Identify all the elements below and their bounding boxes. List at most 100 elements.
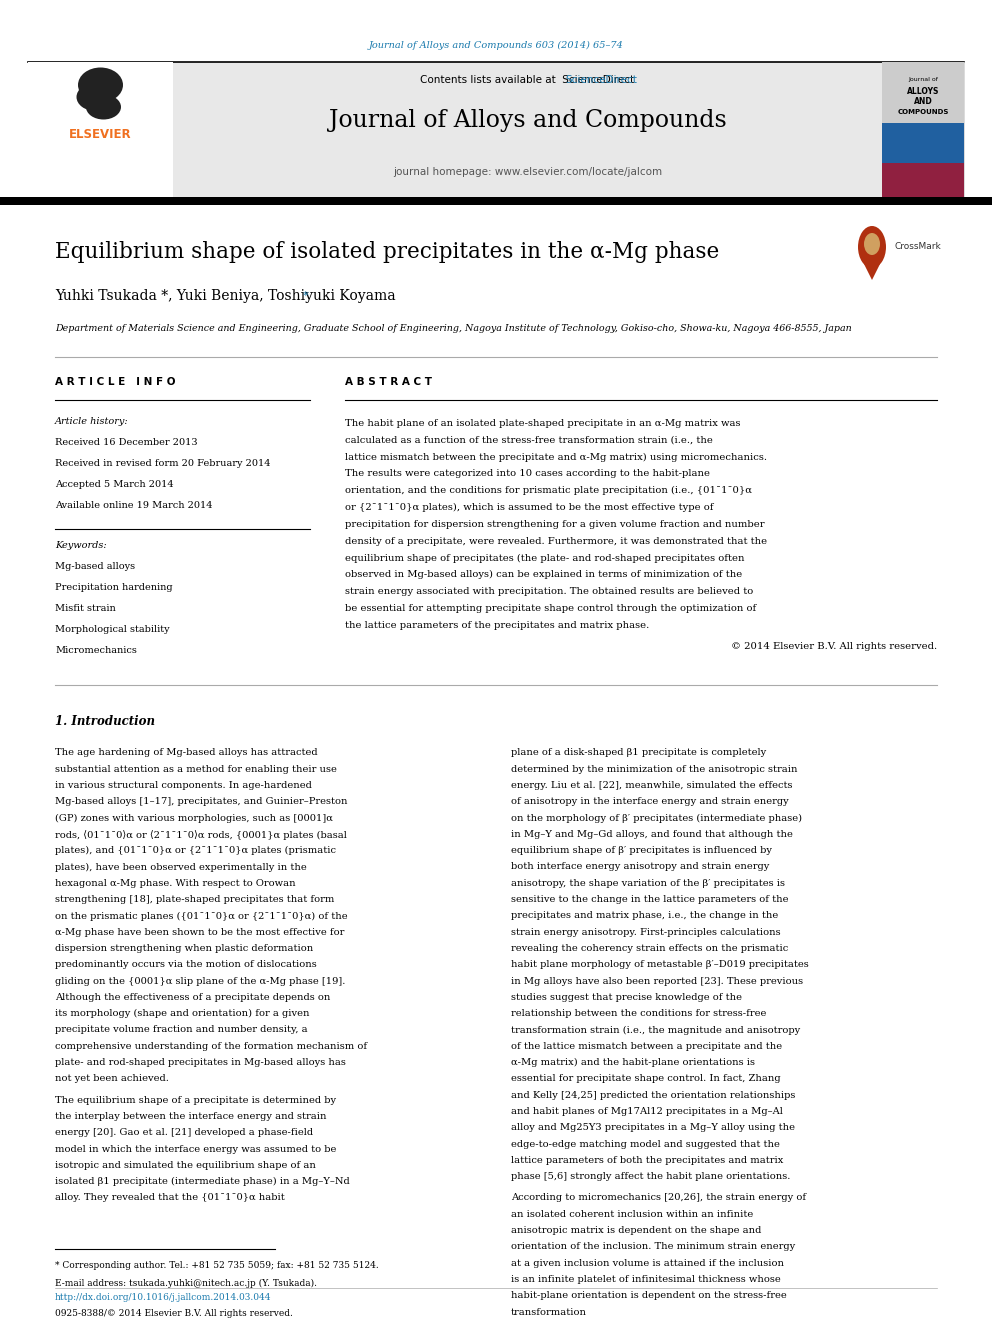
Polygon shape: [864, 265, 880, 280]
Text: of anisotropy in the interface energy and strain energy: of anisotropy in the interface energy an…: [511, 798, 789, 806]
Text: ScienceDirect: ScienceDirect: [565, 75, 638, 85]
Text: phase [5,6] strongly affect the habit plane orientations.: phase [5,6] strongly affect the habit pl…: [511, 1172, 791, 1181]
Text: determined by the minimization of the anisotropic strain: determined by the minimization of the an…: [511, 765, 798, 774]
Text: lattice mismatch between the precipitate and α-Mg matrix) using micromechanics.: lattice mismatch between the precipitate…: [345, 452, 767, 462]
Text: habit-plane orientation is dependent on the stress-free: habit-plane orientation is dependent on …: [511, 1291, 787, 1301]
Text: an isolated coherent inclusion within an infinite: an isolated coherent inclusion within an…: [511, 1209, 753, 1218]
Text: substantial attention as a method for enabling their use: substantial attention as a method for en…: [55, 765, 337, 774]
Text: on the prismatic planes ({01¯1¯0}α or {2¯1¯1¯0}α) of the: on the prismatic planes ({01¯1¯0}α or {2…: [55, 912, 347, 921]
Bar: [28, 62, 964, 197]
Text: predominantly occurs via the motion of dislocations: predominantly occurs via the motion of d…: [55, 960, 316, 970]
Text: dispersion strengthening when plastic deformation: dispersion strengthening when plastic de…: [55, 945, 313, 953]
Text: be essential for attempting precipitate shape control through the optimization o: be essential for attempting precipitate …: [345, 603, 756, 613]
Text: rods, ⟨01¯1¯0⟩α or ⟨2¯1¯1¯0⟩α rods, {0001}α plates (basal: rods, ⟨01¯1¯0⟩α or ⟨2¯1¯1¯0⟩α rods, {000…: [55, 830, 347, 840]
Text: model in which the interface energy was assumed to be: model in which the interface energy was …: [55, 1144, 336, 1154]
Text: *: *: [303, 291, 309, 302]
Ellipse shape: [86, 94, 121, 119]
Text: Micromechanics: Micromechanics: [55, 646, 137, 655]
Text: revealing the coherency strain effects on the prismatic: revealing the coherency strain effects o…: [511, 945, 789, 953]
Text: orientation, and the conditions for prismatic plate precipitation (i.e., {01¯1¯0: orientation, and the conditions for pris…: [345, 486, 752, 495]
Text: Precipitation hardening: Precipitation hardening: [55, 583, 173, 591]
Text: relationship between the conditions for stress-free: relationship between the conditions for …: [511, 1009, 767, 1019]
Text: A R T I C L E   I N F O: A R T I C L E I N F O: [55, 377, 176, 388]
Text: habit plane morphology of metastable β′–D019 precipitates: habit plane morphology of metastable β′–…: [511, 960, 808, 970]
Text: α-Mg phase have been shown to be the most effective for: α-Mg phase have been shown to be the mos…: [55, 927, 344, 937]
Text: or {2¯1¯1¯0}α plates), which is assumed to be the most effective type of: or {2¯1¯1¯0}α plates), which is assumed …: [345, 503, 713, 512]
Text: plates), have been observed experimentally in the: plates), have been observed experimental…: [55, 863, 307, 872]
Text: precipitate volume fraction and number density, a: precipitate volume fraction and number d…: [55, 1025, 308, 1035]
Text: Equilibrium shape of isolated precipitates in the α-Mg phase: Equilibrium shape of isolated precipitat…: [55, 241, 719, 263]
Text: equilibrium shape of β′ precipitates is influenced by: equilibrium shape of β′ precipitates is …: [511, 847, 772, 855]
Text: © 2014 Elsevier B.V. All rights reserved.: © 2014 Elsevier B.V. All rights reserved…: [731, 643, 937, 651]
Text: Contents lists available at  ScienceDirect: Contents lists available at ScienceDirec…: [421, 75, 635, 85]
Text: Article history:: Article history:: [55, 417, 129, 426]
Text: orientation of the inclusion. The minimum strain energy: orientation of the inclusion. The minimu…: [511, 1242, 796, 1252]
Text: the lattice parameters of the precipitates and matrix phase.: the lattice parameters of the precipitat…: [345, 620, 649, 630]
Bar: [0, 197, 992, 205]
Bar: [882, 62, 964, 123]
Text: Mg-based alloys [1–17], precipitates, and Guinier–Preston: Mg-based alloys [1–17], precipitates, an…: [55, 798, 347, 806]
Text: AND: AND: [914, 98, 932, 106]
Text: E-mail address: tsukada.yuhki@nitech.ac.jp (Y. Tsukada).: E-mail address: tsukada.yuhki@nitech.ac.…: [55, 1279, 317, 1289]
Text: isotropic and simulated the equilibrium shape of an: isotropic and simulated the equilibrium …: [55, 1160, 315, 1170]
Text: precipitation for dispersion strengthening for a given volume fraction and numbe: precipitation for dispersion strengtheni…: [345, 520, 765, 529]
Text: and habit planes of Mg17Al12 precipitates in a Mg–Al: and habit planes of Mg17Al12 precipitate…: [511, 1107, 783, 1117]
Text: plate- and rod-shaped precipitates in Mg-based alloys has: plate- and rod-shaped precipitates in Mg…: [55, 1058, 346, 1068]
Text: hexagonal α-Mg phase. With respect to Orowan: hexagonal α-Mg phase. With respect to Or…: [55, 878, 296, 888]
Text: 0925-8388/© 2014 Elsevier B.V. All rights reserved.: 0925-8388/© 2014 Elsevier B.V. All right…: [55, 1308, 293, 1318]
Text: anisotropy, the shape variation of the β′ precipitates is: anisotropy, the shape variation of the β…: [511, 878, 785, 888]
Text: The habit plane of an isolated plate-shaped precipitate in an α-Mg matrix was: The habit plane of an isolated plate-sha…: [345, 419, 740, 429]
Text: Misfit strain: Misfit strain: [55, 605, 116, 613]
Text: A B S T R A C T: A B S T R A C T: [345, 377, 432, 388]
Ellipse shape: [864, 233, 880, 255]
Text: The results were categorized into 10 cases according to the habit-plane: The results were categorized into 10 cas…: [345, 470, 710, 479]
Text: Mg-based alloys: Mg-based alloys: [55, 562, 135, 572]
Text: in Mg–Y and Mg–Gd alloys, and found that although the: in Mg–Y and Mg–Gd alloys, and found that…: [511, 830, 793, 839]
Text: isolated β1 precipitate (intermediate phase) in a Mg–Y–Nd: isolated β1 precipitate (intermediate ph…: [55, 1177, 350, 1187]
Text: sensitive to the change in the lattice parameters of the: sensitive to the change in the lattice p…: [511, 896, 789, 904]
Text: energy. Liu et al. [22], meanwhile, simulated the effects: energy. Liu et al. [22], meanwhile, simu…: [511, 781, 793, 790]
Text: CrossMark: CrossMark: [894, 242, 940, 251]
Text: not yet been achieved.: not yet been achieved.: [55, 1074, 169, 1084]
Text: precipitates and matrix phase, i.e., the change in the: precipitates and matrix phase, i.e., the…: [511, 912, 779, 921]
Text: energy [20]. Gao et al. [21] developed a phase-field: energy [20]. Gao et al. [21] developed a…: [55, 1129, 313, 1138]
Text: the interplay between the interface energy and strain: the interplay between the interface ener…: [55, 1113, 326, 1121]
Text: in various structural components. In age-hardened: in various structural components. In age…: [55, 781, 311, 790]
Text: strain energy anisotropy. First-principles calculations: strain energy anisotropy. First-principl…: [511, 927, 781, 937]
Text: Accepted 5 March 2014: Accepted 5 March 2014: [55, 480, 174, 490]
Text: anisotropic matrix is dependent on the shape and: anisotropic matrix is dependent on the s…: [511, 1226, 762, 1236]
Text: on the morphology of β′ precipitates (intermediate phase): on the morphology of β′ precipitates (in…: [511, 814, 803, 823]
Text: Although the effectiveness of a precipitate depends on: Although the effectiveness of a precipit…: [55, 992, 330, 1002]
Text: α-Mg matrix) and the habit-plane orientations is: α-Mg matrix) and the habit-plane orienta…: [511, 1058, 755, 1068]
Text: ALLOYS: ALLOYS: [907, 87, 939, 97]
Bar: [28, 62, 173, 197]
Text: lattice parameters of both the precipitates and matrix: lattice parameters of both the precipita…: [511, 1156, 784, 1164]
Text: calculated as a function of the stress-free transformation strain (i.e., the: calculated as a function of the stress-f…: [345, 435, 713, 445]
Text: both interface energy anisotropy and strain energy: both interface energy anisotropy and str…: [511, 863, 770, 872]
Text: Journal of Alloys and Compounds: Journal of Alloys and Compounds: [328, 108, 726, 131]
Text: equilibrium shape of precipitates (the plate- and rod-shaped precipitates often: equilibrium shape of precipitates (the p…: [345, 553, 745, 562]
Text: http://dx.doi.org/10.1016/j.jallcom.2014.03.044: http://dx.doi.org/10.1016/j.jallcom.2014…: [55, 1293, 272, 1302]
Text: transformation: transformation: [511, 1307, 587, 1316]
Text: alloy. They revealed that the {01¯1¯0}α habit: alloy. They revealed that the {01¯1¯0}α …: [55, 1193, 285, 1203]
Text: 1. Introduction: 1. Introduction: [55, 716, 155, 729]
Text: The age hardening of Mg-based alloys has attracted: The age hardening of Mg-based alloys has…: [55, 749, 317, 757]
Text: (GP) zones with various morphologies, such as [0001]α: (GP) zones with various morphologies, su…: [55, 814, 333, 823]
Text: in Mg alloys have also been reported [23]. These previous: in Mg alloys have also been reported [23…: [511, 976, 804, 986]
Text: Yuhki Tsukada *, Yuki Beniya, Toshiyuki Koyama: Yuhki Tsukada *, Yuki Beniya, Toshiyuki …: [55, 288, 396, 303]
Ellipse shape: [858, 226, 886, 269]
Text: * Corresponding author. Tel.: +81 52 735 5059; fax: +81 52 735 5124.: * Corresponding author. Tel.: +81 52 735…: [55, 1261, 379, 1270]
Text: comprehensive understanding of the formation mechanism of: comprehensive understanding of the forma…: [55, 1041, 367, 1050]
Text: Keywords:: Keywords:: [55, 541, 106, 550]
Text: observed in Mg-based alloys) can be explained in terms of minimization of the: observed in Mg-based alloys) can be expl…: [345, 570, 742, 579]
Text: Journal of Alloys and Compounds 603 (2014) 65–74: Journal of Alloys and Compounds 603 (201…: [369, 41, 623, 49]
Text: Journal of: Journal of: [908, 78, 938, 82]
Text: is an infinite platelet of infinitesimal thickness whose: is an infinite platelet of infinitesimal…: [511, 1275, 781, 1285]
Bar: [882, 62, 964, 197]
Text: plates), and {01¯1¯0}α or {2¯1¯1¯0}α plates (prismatic: plates), and {01¯1¯0}α or {2¯1¯1¯0}α pla…: [55, 847, 336, 856]
Text: The equilibrium shape of a precipitate is determined by: The equilibrium shape of a precipitate i…: [55, 1095, 336, 1105]
Text: Department of Materials Science and Engineering, Graduate School of Engineering,: Department of Materials Science and Engi…: [55, 324, 852, 333]
Text: plane of a disk-shaped β1 precipitate is completely: plane of a disk-shaped β1 precipitate is…: [511, 749, 766, 757]
Text: density of a precipitate, were revealed. Furthermore, it was demonstrated that t: density of a precipitate, were revealed.…: [345, 537, 767, 545]
Text: COMPOUNDS: COMPOUNDS: [898, 108, 948, 115]
